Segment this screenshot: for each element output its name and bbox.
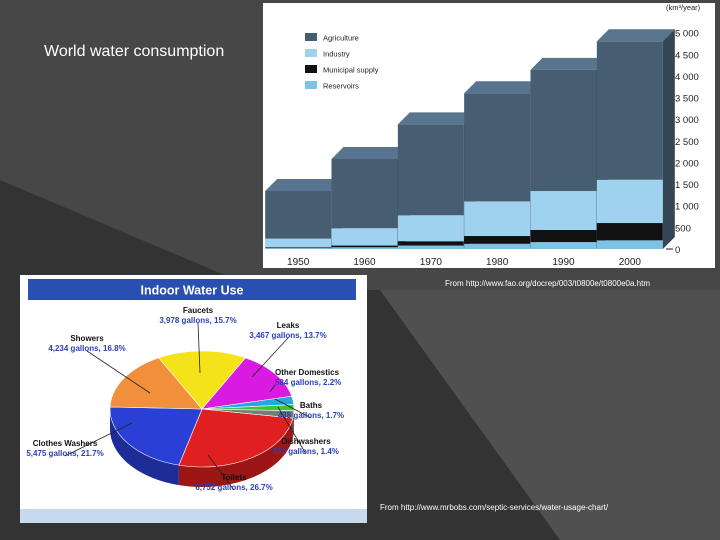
y-tick-label: 5 000 [675, 29, 699, 40]
bar-segment-reservoirs [530, 242, 597, 249]
bar-segment-industry [596, 179, 663, 224]
bar-segment-reservoirs [397, 245, 464, 249]
y-tick-label: 2 000 [675, 158, 699, 169]
legend-swatch [305, 49, 317, 57]
title-bar [28, 279, 356, 300]
leader-line [207, 454, 235, 491]
leader-line [277, 406, 307, 455]
bar-segment-municipal-supply [397, 241, 464, 246]
x-tick-label: 1970 [420, 257, 443, 268]
y-tick-label: 3 000 [675, 115, 699, 126]
bar-top-face [530, 57, 609, 70]
slide-title: World water consumption [44, 43, 225, 60]
leader-line [86, 350, 151, 394]
slice-label: Faucets [183, 306, 214, 315]
bar-segment-agriculture [530, 69, 597, 192]
x-tick-label: 1980 [486, 257, 509, 268]
indoor-water-use-chart: Indoor Water Use Toilets 6,752 gallons, 26… [20, 275, 367, 523]
bar-top-face [596, 29, 675, 42]
legend-swatch [305, 81, 317, 89]
world-water-consumption-chart: 0 500 1 000 1 500 2 000 2 500 3 000 3 500 4 000 4… [263, 3, 715, 268]
slice-value-label: 3,978 gallons, 15.7% [159, 316, 236, 325]
slice-value-label: 511 gallons, 1.4% [273, 447, 339, 456]
bar-segment-industry [464, 201, 531, 237]
bar-segment-agriculture [596, 41, 663, 180]
bar-top-face [265, 179, 344, 192]
bar-segment-municipal-supply [331, 245, 398, 248]
bar-segment-industry [397, 215, 464, 242]
slice-value-label: 438 gallons, 1.7% [278, 411, 344, 420]
slice-label: Leaks [277, 321, 300, 330]
slice-value-label: 5,475 gallons, 21.7% [26, 449, 103, 458]
pie-slice-showers [109, 357, 203, 410]
y-tick-label: 3 500 [675, 94, 699, 105]
y-tick-label: 4 500 [675, 50, 699, 61]
y-tick-label: 1 500 [675, 180, 699, 191]
bar-top-face [331, 146, 410, 159]
pie-slice-clothes-washers [109, 406, 203, 466]
bar-segment-municipal-supply [265, 247, 332, 249]
legend-label: Agriculture [323, 34, 359, 43]
bar-top-face [464, 81, 543, 94]
y-tick-label: 4 000 [675, 72, 699, 83]
y-tick-label: 2 500 [675, 137, 699, 148]
bar-segment-reservoirs [265, 248, 332, 249]
x-tick-label: 1950 [287, 257, 310, 268]
bar-segment-agriculture [265, 191, 332, 239]
pie-slice-dishwashers [201, 408, 295, 419]
y-tick-label: 1 000 [675, 202, 699, 213]
slice-label: Dishwashers [281, 437, 331, 446]
bar-segment-industry [530, 191, 597, 230]
x-tick-label: 2000 [619, 257, 642, 268]
legend-label: Reservoirs [323, 82, 359, 91]
source-caption-mrbobs: From http://www.mrbobs.com/septic-servic… [380, 503, 609, 512]
slice-label: Toilets [221, 473, 247, 482]
bar-top-face [397, 112, 476, 125]
slice-label: Baths [300, 401, 323, 410]
bottom-band [20, 509, 367, 523]
bar-segment-agriculture [397, 124, 464, 216]
bar-segment-reservoirs [596, 240, 663, 249]
bar-side-face [662, 29, 675, 249]
legend-label: Municipal supply [323, 66, 379, 75]
legend-label: Industry [323, 50, 350, 59]
x-tick-label: 1960 [353, 257, 376, 268]
bar-segment-agriculture [331, 158, 398, 229]
stacked-bar-chart-svg: 0 500 1 000 1 500 2 000 2 500 3 000 3 500 4 000 4… [263, 3, 715, 268]
y-tick-label: 500 [675, 223, 691, 234]
x-tick-label: 1990 [552, 257, 575, 268]
y-axis-unit-label: (km³/year) [666, 3, 701, 12]
source-caption-fao: From http://www.fao.org/docrep/003/t0800… [445, 279, 651, 288]
bar-segment-municipal-supply [464, 236, 531, 244]
pie-slice-leaks [201, 357, 293, 410]
slice-value-label: 3,467 gallons, 13.7% [249, 331, 326, 340]
slice-value-label: 6,752 gallons, 26.7% [195, 483, 272, 492]
leader-line [269, 384, 276, 393]
bar-segment-industry [265, 238, 332, 248]
bar-segment-reservoirs [464, 243, 531, 249]
pie-slice-faucets [158, 350, 247, 410]
pie-slice-toilets [178, 408, 294, 468]
bar-segment-industry [331, 228, 398, 246]
leader-line [197, 322, 201, 374]
slice-label: Other Domestics [275, 368, 340, 377]
bar-segment-municipal-supply [596, 223, 663, 241]
slice-label: Showers [70, 334, 104, 343]
leader-line [64, 422, 133, 457]
legend-swatch [305, 33, 317, 41]
pie-slice-side-clothes-washers [109, 409, 179, 486]
leader-line [251, 337, 289, 378]
legend-swatch [305, 65, 317, 73]
slice-value-label: 4,234 gallons, 16.8% [48, 344, 125, 353]
slice-label: Clothes Washers [33, 439, 98, 448]
bar-segment-reservoirs [331, 247, 398, 249]
y-tick-label: 0 [675, 245, 680, 256]
chart-title: Indoor Water Use [140, 284, 243, 298]
bar-segment-municipal-supply [530, 229, 597, 243]
pie-slice-side-toilets [178, 418, 293, 487]
leader-line [274, 398, 312, 419]
slice-value-label: 584 gallons, 2.2% [275, 378, 341, 387]
bar-segment-agriculture [464, 93, 531, 202]
